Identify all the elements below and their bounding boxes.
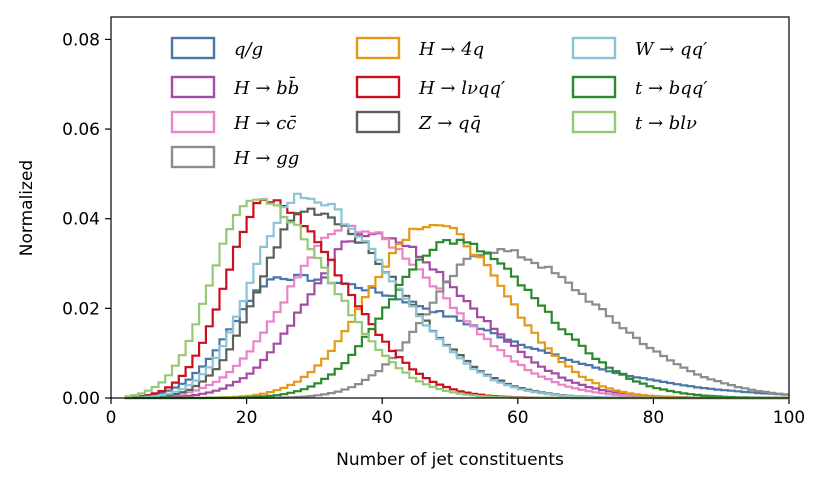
legend-swatch — [355, 36, 401, 60]
legend-label: H → cc̄ — [233, 113, 296, 134]
legend-label: H → 4q — [418, 39, 484, 60]
series-line — [124, 207, 789, 400]
legend-swatch — [571, 110, 617, 134]
series-line — [124, 224, 789, 400]
x-tick-label: 100 — [773, 408, 805, 428]
legend-label: H → lνqq′ — [418, 78, 505, 99]
plot-frame — [110, 16, 790, 399]
legend-swatch — [170, 36, 216, 60]
legend-label: H → gg — [233, 148, 299, 169]
x-tick-label: 80 — [643, 408, 665, 428]
legend-label: q/g — [234, 39, 263, 60]
legend-swatch — [170, 145, 216, 169]
y-axis-label: Normalized — [17, 160, 37, 256]
y-tick-label: 0.00 — [62, 389, 100, 409]
legend-label: H → bb̄ — [233, 75, 299, 99]
y-tick-label: 0.04 — [62, 210, 100, 230]
legend-label: Z → qq̄ — [418, 113, 481, 134]
x-tick-label: 20 — [236, 408, 258, 428]
series-lines — [124, 192, 789, 400]
legend-swatch — [170, 75, 216, 99]
x-tick-label: 60 — [507, 408, 529, 428]
x-tick-label: 40 — [371, 408, 393, 428]
y-tick-label: 0.06 — [62, 120, 100, 140]
x-tick-label: 0 — [106, 408, 117, 428]
legend-swatch — [170, 110, 216, 134]
legend-swatch — [355, 75, 401, 99]
series-line — [124, 238, 789, 400]
y-tick-label: 0.08 — [62, 30, 100, 50]
series-line — [124, 273, 789, 399]
legend: q/g H → bb̄ H → cc̄ H → gg H → 4q H → lνqq′ Z … — [170, 36, 707, 169]
legend-swatch — [571, 36, 617, 60]
legend-label: t → blν — [635, 113, 697, 134]
axis-ticks: 0 20 40 60 80 100 0.00 0.02 0.04 0.06 0.08 — [62, 30, 805, 428]
legend-label: W → qq′ — [635, 39, 707, 60]
series-line — [124, 248, 789, 400]
y-tick-label: 0.02 — [62, 299, 100, 319]
series-line — [124, 223, 789, 400]
x-axis-label: Number of jet constituents — [336, 450, 564, 470]
legend-swatch — [355, 110, 401, 134]
legend-swatch — [571, 75, 617, 99]
legend-label: t → bqq′ — [635, 78, 707, 99]
